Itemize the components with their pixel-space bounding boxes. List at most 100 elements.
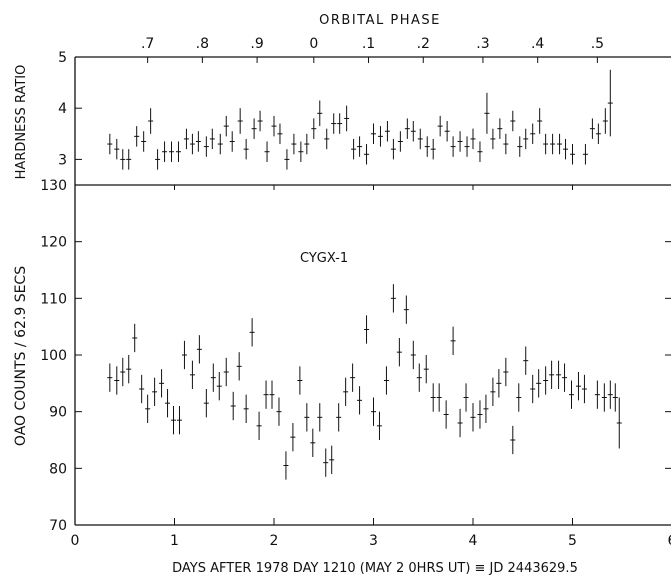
counts-point-69: [562, 363, 568, 392]
phase-tick-label: .5: [591, 36, 604, 52]
counts-point-51: [443, 400, 449, 429]
counts-point-28: [290, 423, 296, 452]
axes-frames: [74, 56, 671, 526]
counts-point-76: [612, 383, 618, 412]
hardness-point-48: [430, 138, 436, 160]
counts-point-14: [196, 335, 202, 364]
hardness-point-44: [404, 118, 410, 139]
counts-point-13: [189, 360, 195, 389]
hardness-point-52: [457, 131, 463, 152]
counts-point-73: [594, 380, 600, 409]
hardness-point-53: [464, 136, 470, 157]
days-x-tick-label: 2: [270, 533, 279, 549]
counts-point-43: [390, 284, 396, 313]
hardness-point-3: [126, 149, 132, 170]
counts-point-4: [132, 323, 138, 353]
hardness-point-38: [364, 144, 370, 165]
hardness-point-57: [490, 128, 496, 150]
counts-point-24: [263, 380, 269, 409]
hardness-point-35: [344, 105, 350, 132]
hardness-point-22: [257, 110, 263, 132]
hardness-point-1: [114, 138, 120, 160]
hardness-point-6: [148, 108, 154, 134]
counts-point-63: [523, 346, 529, 375]
hardness-point-50: [444, 121, 450, 142]
counts-point-54: [463, 383, 469, 412]
hardness-point-7: [155, 149, 161, 170]
hardness-point-23: [264, 141, 270, 162]
hardness-point-13: [195, 131, 201, 152]
hardness-point-24: [271, 115, 277, 137]
counts-y-tick-label: 100: [40, 348, 67, 364]
hardness-point-32: [324, 128, 330, 150]
counts-point-59: [496, 369, 502, 398]
hardness-point-19: [237, 108, 243, 134]
counts-point-9: [165, 389, 171, 418]
counts-point-33: [323, 448, 329, 477]
hardness-point-15: [209, 128, 215, 150]
counts-points: [107, 284, 622, 480]
counts-point-40: [371, 397, 376, 426]
counts-point-42: [383, 366, 389, 395]
counts-point-41: [376, 411, 382, 440]
phase-tick-label: .7: [141, 36, 154, 52]
counts-point-8: [159, 369, 165, 398]
counts-point-61: [510, 425, 516, 455]
counts-point-26: [276, 397, 282, 426]
hardness-point-49: [437, 115, 443, 137]
counts-point-20: [236, 352, 242, 381]
hardness-point-10: [175, 141, 181, 162]
hardness-point-39: [371, 123, 376, 145]
counts-point-66: [543, 366, 549, 395]
counts-point-47: [416, 363, 422, 392]
hardness-y-tick-label: 4: [58, 101, 67, 117]
days-x-tick-label: 6: [668, 533, 671, 549]
hardness-point-61: [517, 136, 523, 157]
hardness-point-27: [291, 133, 297, 155]
days-label: DAYS AFTER 1978 DAY 1210 (MAY 2 0HRS UT)…: [172, 561, 578, 576]
hardness-ratio-y-axis: 3 4 5: [58, 50, 82, 168]
hardness-point-42: [390, 138, 396, 160]
counts-point-17: [216, 372, 222, 401]
phase-tick-label: .9: [250, 36, 263, 52]
counts-panel: 0 1 2 3 4 5 6 70 80 90 100 110 120 130: [40, 178, 671, 549]
counts-point-39: [364, 315, 370, 344]
counts-point-48: [423, 355, 429, 384]
counts-point-34: [329, 445, 335, 474]
hardness-point-14: [203, 136, 209, 157]
counts-point-27: [283, 451, 289, 480]
hardness-point-2: [120, 149, 126, 170]
hardness-point-17: [223, 115, 229, 137]
hardness-point-56: [484, 92, 490, 134]
counts-point-74: [601, 383, 607, 412]
counts-y-tick-label: 120: [40, 235, 67, 251]
hardness-point-45: [410, 121, 416, 142]
counts-point-23: [256, 411, 262, 440]
counts-point-11: [176, 406, 182, 435]
counts-point-55: [470, 403, 476, 432]
hardness-point-46: [417, 128, 423, 150]
days-x-tick-label: 0: [71, 533, 80, 549]
phase-tick-label: .1: [362, 36, 375, 52]
hardness-y-tick-label: 5: [58, 50, 67, 66]
hardness-point-71: [589, 118, 595, 139]
hardness-point-58: [497, 118, 503, 139]
counts-point-46: [410, 340, 416, 370]
hardness-point-47: [424, 136, 430, 157]
hardness-ratio-points: [107, 69, 613, 170]
counts-point-38: [357, 386, 363, 415]
counts-label: OAO COUNTS / 62.9 SECS: [13, 266, 29, 446]
counts-point-1: [114, 366, 120, 395]
counts-point-36: [343, 377, 349, 406]
counts-point-3: [126, 355, 132, 384]
counts-point-64: [530, 374, 536, 404]
hardness-point-67: [557, 133, 563, 155]
counts-y-tick-label: 90: [49, 405, 67, 421]
hardness-point-37: [357, 136, 363, 157]
counts-point-19: [230, 391, 236, 421]
hardness-point-62: [523, 128, 529, 150]
counts-point-15: [203, 389, 209, 418]
hardness-point-40: [377, 126, 383, 147]
counts-point-29: [297, 366, 303, 395]
